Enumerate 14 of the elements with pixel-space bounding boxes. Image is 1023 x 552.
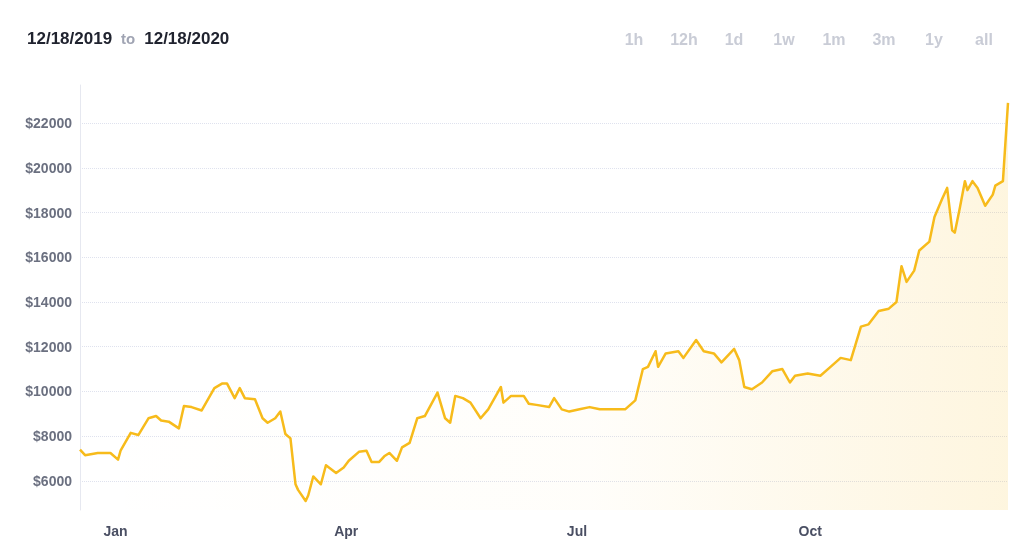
y-tick-label: $12000 [25,338,73,355]
y-tick-label: $16000 [25,249,73,266]
chart-title: 12/18/2019 to 12/18/2020 [27,28,230,48]
y-tick-label: $20000 [25,159,73,176]
y-tick-label: $18000 [25,204,73,221]
y-tick-label: $10000 [25,383,73,400]
x-tick-label: Jan [103,523,128,539]
y-tick-label: $14000 [25,293,73,310]
x-tick-label: Jul [566,523,588,539]
x-tick-label: Apr [334,523,359,539]
y-tick-label: $22000 [25,115,73,132]
y-tick-label: $6000 [33,472,73,489]
y-tick-label: $8000 [33,428,73,445]
x-tick-label: Oct [798,523,823,539]
